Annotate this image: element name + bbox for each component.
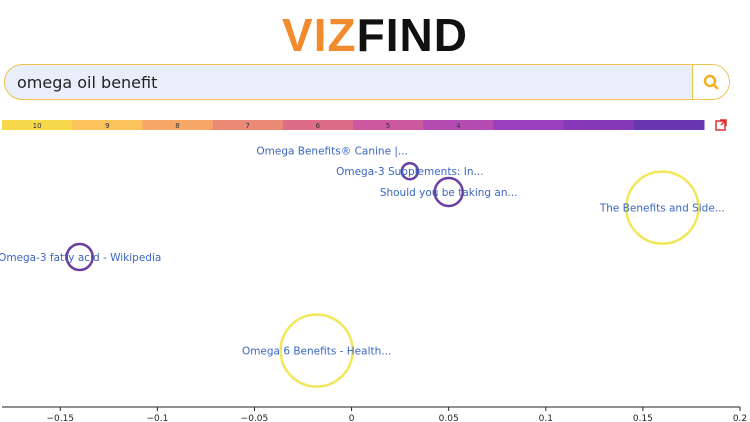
x-tick-label: −0.15 bbox=[46, 414, 74, 422]
x-tick-label: −0.05 bbox=[241, 414, 269, 422]
search-icon bbox=[703, 74, 719, 90]
point-label: Omega-3 Supplements: In... bbox=[336, 166, 483, 178]
color-scale-label: 10 bbox=[33, 122, 42, 130]
point bbox=[433, 176, 464, 208]
color-scale-segment bbox=[563, 120, 635, 130]
point bbox=[65, 242, 94, 272]
color-scale-segment bbox=[212, 120, 284, 130]
point-label: Omega-3 fatty acid - Wikipedia bbox=[0, 252, 161, 264]
point bbox=[400, 161, 420, 181]
color-scale-label: 7 bbox=[245, 122, 249, 130]
search-box[interactable]: omega oil benefit bbox=[4, 64, 730, 100]
point bbox=[279, 313, 354, 388]
color-scale-segment bbox=[633, 120, 705, 130]
external-link-icon[interactable] bbox=[715, 119, 727, 131]
point-label: The Benefits and Side... bbox=[599, 203, 725, 215]
x-tick-label: 0 bbox=[349, 414, 355, 422]
color-scale-segment bbox=[493, 120, 565, 130]
point-label: Omega 6 Benefits - Health... bbox=[242, 346, 391, 358]
point-label: Should you be taking an... bbox=[380, 187, 518, 199]
x-tick-label: 0.05 bbox=[439, 414, 459, 422]
color-scale-segment bbox=[423, 120, 494, 130]
color-scale-label: 5 bbox=[386, 122, 390, 130]
color-scale-segment bbox=[282, 120, 354, 130]
color-scale-segment bbox=[353, 120, 424, 130]
point bbox=[625, 170, 700, 245]
search-query[interactable]: omega oil benefit bbox=[17, 73, 158, 92]
color-scale-label: 6 bbox=[316, 122, 321, 130]
color-scale-segment bbox=[142, 120, 214, 130]
logo-find: FIND bbox=[356, 9, 468, 61]
x-tick-label: 0.1 bbox=[539, 414, 553, 422]
point-label: Omega Benefits® Canine |... bbox=[256, 145, 408, 157]
color-scale-label: 8 bbox=[175, 122, 179, 130]
color-scale-label: 4 bbox=[456, 122, 461, 130]
logo: VIZFIND bbox=[0, 8, 750, 62]
color-scale-segment bbox=[72, 120, 143, 130]
x-tick-label: 0.15 bbox=[633, 414, 653, 422]
color-scale-segment bbox=[2, 120, 73, 130]
logo-viz: VIZ bbox=[282, 9, 357, 61]
color-scale-label: 9 bbox=[105, 122, 109, 130]
search-button[interactable] bbox=[692, 65, 729, 99]
x-tick-label: 0.2 bbox=[733, 414, 747, 422]
x-tick-label: −0.1 bbox=[146, 414, 168, 422]
